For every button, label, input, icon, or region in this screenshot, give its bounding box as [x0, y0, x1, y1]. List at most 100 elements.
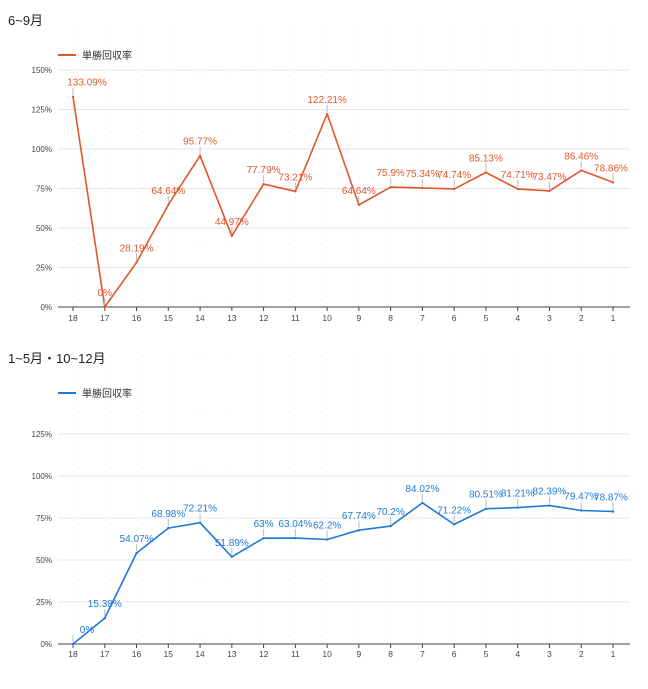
data-point [294, 190, 297, 193]
data-label: 15.38% [88, 599, 122, 610]
data-label: 78.86% [594, 163, 628, 174]
data-point [230, 234, 234, 238]
data-point [421, 186, 424, 190]
data-label: 75.9% [376, 168, 404, 179]
y-tick-label: 75% [36, 514, 52, 523]
data-label: 74.71% [501, 170, 535, 181]
data-label: 63% [254, 519, 274, 530]
data-label: 85.13% [469, 153, 503, 164]
x-tick-label: 16 [132, 313, 142, 323]
series-line [72, 96, 614, 308]
y-tick-label: 0% [40, 640, 52, 649]
x-tick-label: 3 [547, 649, 552, 659]
data-point [294, 536, 297, 540]
x-tick-label: 2 [579, 313, 584, 323]
data-point [548, 504, 551, 507]
chart-1-title: 6~9月 [8, 13, 44, 28]
data-label: 73.47% [533, 172, 567, 183]
data-label: 86.46% [564, 151, 598, 162]
data-point [198, 154, 202, 157]
x-tick-label: 17 [100, 313, 110, 323]
x-tick-label: 4 [515, 313, 520, 323]
chart-1-legend-swatch [58, 53, 76, 56]
x-tick-label: 9 [357, 313, 362, 323]
y-tick-label: 25% [36, 598, 52, 607]
x-tick-label: 15 [164, 649, 174, 659]
data-point [325, 112, 329, 116]
data-point [611, 181, 615, 184]
data-point [357, 528, 361, 532]
data-label: 82.39% [533, 487, 567, 498]
y-tick-label: 25% [36, 264, 52, 273]
x-tick-label: 14 [195, 649, 205, 659]
x-tick-label: 4 [515, 649, 520, 659]
x-tick-label: 8 [388, 313, 393, 323]
data-point [548, 189, 551, 193]
x-tick-label: 7 [420, 649, 425, 659]
chart-1-legend-label: 単勝回収率 [82, 51, 132, 62]
chart-2-legend[interactable]: 単勝回収率 [58, 385, 132, 400]
data-point [198, 521, 202, 524]
x-tick-label: 7 [420, 313, 425, 323]
data-label: 73.21% [278, 172, 312, 183]
x-tick-label: 15 [164, 313, 174, 323]
y-tick-label: 75% [36, 185, 52, 194]
x-tick-label: 3 [547, 313, 552, 323]
data-point [389, 185, 392, 189]
data-label: 71.22% [437, 505, 471, 516]
x-tick-label: 18 [68, 649, 78, 659]
data-label: 79.47% [564, 491, 598, 502]
chart-2-legend-label: 単勝回収率 [82, 389, 132, 400]
data-label: 64.64% [151, 186, 185, 197]
y-tick-label: 125% [32, 430, 52, 439]
data-label: 72.21% [183, 504, 217, 515]
x-tick-label: 5 [484, 313, 489, 323]
data-label: 70.2% [376, 507, 404, 518]
data-label: 84.02% [405, 484, 439, 495]
x-tick-label: 9 [357, 649, 362, 659]
y-tick-label: 125% [32, 106, 52, 115]
x-tick-label: 12 [259, 649, 269, 659]
data-point [389, 524, 392, 528]
data-label: 95.77% [183, 137, 217, 148]
data-label: 75.34% [405, 169, 439, 180]
x-tick-label: 16 [132, 649, 142, 659]
data-label: 54.07% [120, 534, 154, 545]
x-tick-label: 8 [388, 649, 393, 659]
data-label: 80.51% [469, 490, 503, 501]
data-label: 133.09% [67, 78, 107, 89]
y-tick-label: 0% [40, 303, 52, 312]
data-point [262, 536, 265, 540]
data-label: 62.2% [313, 521, 341, 532]
data-point [421, 501, 424, 505]
chart-1-legend[interactable]: 単勝回収率 [58, 47, 132, 62]
data-point [452, 523, 456, 526]
data-label: 78.87% [594, 492, 628, 503]
data-point [357, 203, 361, 207]
y-tick-label: 100% [32, 145, 52, 154]
data-point [484, 171, 488, 174]
data-label: 67.74% [342, 511, 376, 522]
x-tick-label: 1 [611, 313, 616, 323]
data-label: 64.64% [342, 186, 376, 197]
chart-2-title: 1~5月・10~12月 [8, 351, 106, 366]
x-tick-label: 10 [322, 313, 332, 323]
data-point [103, 616, 106, 620]
data-label: 28.19% [120, 243, 154, 254]
data-point [516, 187, 519, 191]
y-tick-label: 50% [36, 224, 52, 233]
data-point [71, 642, 75, 646]
data-point [611, 510, 615, 513]
data-point [452, 187, 456, 191]
series-line [72, 502, 614, 645]
x-tick-label: 17 [100, 649, 110, 659]
data-label: 122.21% [307, 95, 347, 106]
data-point [580, 169, 583, 172]
x-tick-label: 18 [68, 313, 78, 323]
data-point [262, 182, 265, 186]
data-label: 63.04% [278, 519, 312, 530]
data-point [167, 203, 170, 207]
data-point [325, 538, 329, 541]
chart-2-legend-swatch [58, 391, 76, 394]
